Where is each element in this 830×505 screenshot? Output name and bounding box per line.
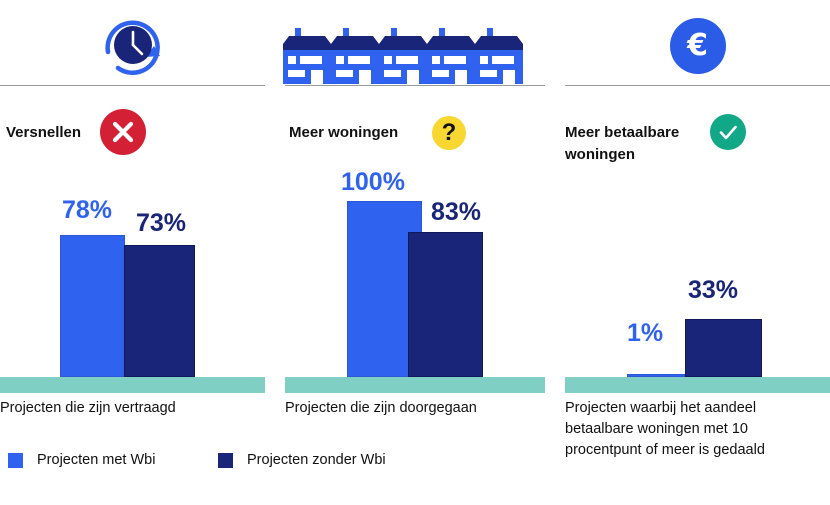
legend-swatch-light: [8, 452, 23, 468]
legend-label: Projecten zonder Wbi: [247, 452, 386, 468]
heading-row-betaalbare-woningen: Meer betaalbare woningen: [565, 114, 830, 178]
houses-row-icon: [283, 28, 523, 84]
bar-met-wbi: [60, 235, 125, 377]
question-mark-glyph: ?: [441, 119, 457, 146]
bar-value-label-light: 100%: [341, 168, 405, 196]
bar-value-label-dark: 83%: [431, 198, 482, 226]
panel-caption: Projecten die zijn vertraagd: [0, 400, 176, 416]
euro-coin-icon: €: [669, 18, 726, 74]
legend-item-zonder-wbi: Projecten zonder Wbi: [218, 450, 386, 470]
panel-versnellen: Versnellen 78% 73% Projecten die zijn ve…: [0, 0, 386, 505]
bar-zonder-wbi: [685, 319, 762, 377]
panel-caption: Projecten waarbij het aandeel betaalbare…: [565, 400, 765, 458]
legend-item-met-wbi: Projecten met Wbi: [8, 450, 155, 470]
icon-zone-houses: [283, 0, 545, 86]
bar-group-betaalbare-woningen: 1% 33%: [565, 178, 830, 393]
legend-label: Projecten met Wbi: [37, 452, 156, 468]
baseline-bar: [285, 377, 545, 393]
baseline-bar: [0, 377, 265, 393]
panel-heading: Meer betaalbare woningen: [565, 124, 680, 163]
bar-value-label-light: 78%: [62, 196, 113, 224]
bar-group-meer-woningen: 100% 83%: [285, 170, 545, 393]
panel-betaalbare-woningen: € Meer betaalbare woningen 1% 33% Projec…: [565, 0, 830, 505]
euro-symbol: €: [687, 28, 708, 63]
panel-divider-rule: [0, 85, 265, 86]
panel-meer-woningen: Meer woningen ? 100% 83% Projecten die z…: [283, 0, 545, 505]
question-badge: ?: [432, 116, 466, 150]
chart-legend: Projecten met Wbi Projecten zonder Wbi: [8, 450, 528, 474]
icon-zone-euro: €: [565, 0, 830, 86]
panel-divider-rule: [565, 85, 830, 86]
heading-row-versnellen: Versnellen: [0, 109, 265, 178]
cross-badge: [100, 109, 146, 155]
bar-value-label-light: 1%: [627, 319, 664, 347]
heading-row-meer-woningen: Meer woningen ?: [285, 116, 545, 178]
clock-arrow-icon: [96, 12, 170, 82]
bar-value-label-dark: 33%: [688, 276, 739, 304]
check-badge: [710, 114, 746, 150]
icon-zone-clock: [0, 0, 265, 86]
bar-zonder-wbi: [124, 245, 195, 377]
bar-group-versnellen: 78% 73%: [0, 178, 265, 393]
panel-divider-rule: [285, 85, 545, 86]
bar-value-label-dark: 73%: [136, 209, 187, 237]
baseline-bar: [565, 377, 830, 393]
bar-met-wbi: [627, 374, 685, 377]
panel-heading: Meer woningen: [289, 124, 399, 141]
bar-zonder-wbi: [408, 232, 483, 377]
panel-caption: Projecten die zijn doorgegaan: [285, 400, 477, 416]
legend-swatch-dark: [218, 452, 233, 468]
panel-heading: Versnellen: [6, 124, 82, 141]
